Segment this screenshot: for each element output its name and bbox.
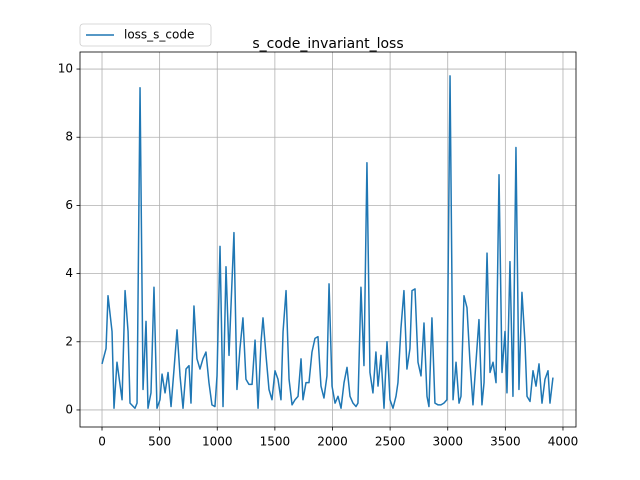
x-tick-label: 3500 [490, 435, 521, 449]
x-tick-label: 2000 [317, 435, 348, 449]
line-series [101, 75, 554, 409]
x-tick-label: 1500 [260, 435, 291, 449]
y-tick-label: 6 [65, 198, 73, 212]
axes-frame [79, 51, 577, 428]
x-tick-label: 500 [148, 435, 171, 449]
x-tick-label: 3000 [432, 435, 463, 449]
legend-label: loss_s_code [124, 28, 194, 42]
chart-title: s_code_invariant_loss [252, 36, 403, 52]
y-tick-label: 10 [58, 62, 73, 76]
x-tick-label: 4000 [548, 435, 579, 449]
x-tick-label: 0 [98, 435, 106, 449]
x-tick-label: 1000 [202, 435, 233, 449]
y-tick-label: 4 [65, 266, 73, 280]
legend-box [79, 23, 212, 47]
y-tick-label: 0 [65, 402, 73, 416]
y-tick-label: 2 [65, 334, 73, 348]
x-tick-label: 2500 [375, 435, 406, 449]
y-tick-label: 8 [65, 130, 73, 144]
